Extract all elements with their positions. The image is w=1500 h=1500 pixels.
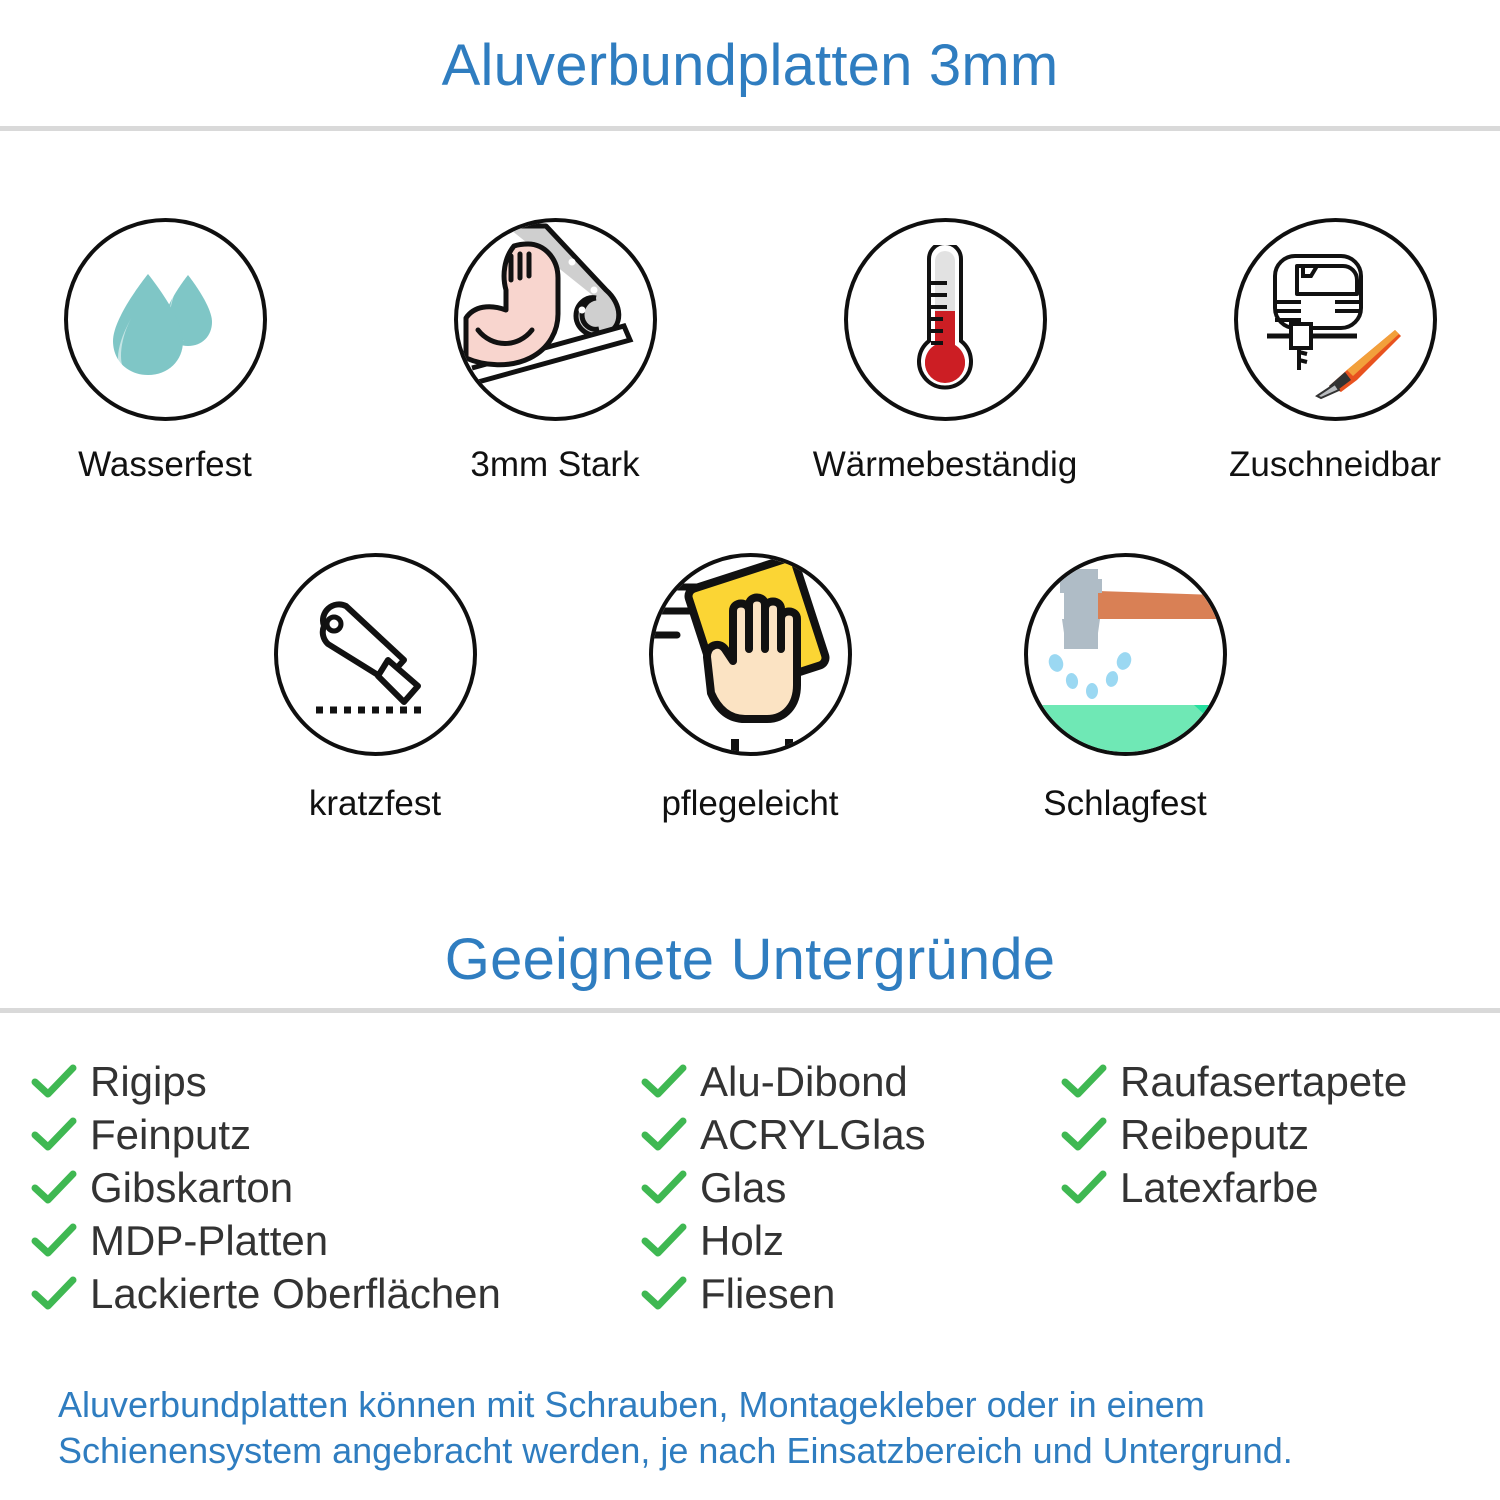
checklist-column-3: Raufasertapete Reibeputz Latexfarbe [1060,1055,1480,1214]
feature-label: Schlagfest [1043,784,1207,823]
page-title: Aluverbundplatten 3mm [441,33,1059,98]
water-drops-icon [90,245,240,395]
list-item: Glas [640,1161,1060,1214]
feature-row-bottom: kratzfest [0,553,1500,824]
list-item: Alu-Dibond [640,1055,1060,1108]
footer-line-1: Aluverbundplatten können mit Schrauben, … [58,1384,1205,1425]
list-item-label: Raufasertapete [1120,1057,1408,1105]
icon-circle [273,553,477,756]
feature-label: pflegeleicht [661,784,839,823]
feature-wasserfest: Wasserfest [63,218,268,485]
feature-label: Wasserfest [78,445,252,484]
surfaces-title: Geeignete Untergründe [444,927,1056,992]
list-item-label: Reibeputz [1120,1110,1310,1158]
list-item-label: Lackierte Oberflächen [90,1269,501,1317]
list-item-label: Feinputz [90,1110,252,1158]
check-icon [1060,1115,1108,1155]
list-item-label: ACRYLGlas [700,1110,926,1158]
list-item: Gibskarton [30,1161,640,1214]
list-item-label: Latexfarbe [1120,1163,1319,1211]
check-icon [30,1115,78,1155]
list-item: Lackierte Oberflächen [30,1267,640,1320]
feature-label: Zuschneidbar [1228,445,1442,484]
check-icon [1060,1168,1108,1208]
check-icon [30,1062,78,1102]
icon-circle [1233,218,1437,421]
list-item: Feinputz [30,1108,640,1161]
checklist-column-2: Alu-Dibond ACRYLGlas Glas Holz [640,1055,1060,1320]
check-icon [1060,1062,1108,1102]
check-icon [640,1168,688,1208]
check-icon [640,1274,688,1314]
feature-label: 3mm Stark [470,445,640,484]
checklist-column-1: Rigips Feinputz Gibskarton MDP-Platten [30,1055,640,1320]
hammer-impact-icon [1027,557,1223,752]
flexed-bicep-icon [458,222,653,417]
icon-circle [453,218,657,421]
feature-3mm-stark: 3mm Stark [453,218,658,485]
feature-waermebestaendig: Wärmebeständig [813,218,1077,485]
list-item-label: Glas [700,1163,787,1211]
feature-pflegeleicht: pflegeleicht [648,553,853,824]
list-item: Raufasertapete [1060,1055,1480,1108]
check-icon [640,1115,688,1155]
footer-line-2: Schienensystem angebracht werden, je nac… [58,1430,1293,1472]
feature-label: Wärmebeständig [812,445,1078,484]
list-item: Rigips [30,1055,640,1108]
list-item: Fliesen [640,1267,1060,1320]
divider-middle [0,1008,1500,1013]
icon-circle [1023,553,1227,756]
list-item-label: MDP-Platten [90,1216,329,1264]
list-item-label: Gibskarton [90,1163,294,1211]
cutter-blade-icon [300,580,450,730]
check-icon [640,1221,688,1261]
list-item-label: Holz [700,1216,785,1264]
list-item-label: Rigips [90,1057,207,1105]
thermometer-icon [885,244,1005,395]
surfaces-checklist: Rigips Feinputz Gibskarton MDP-Platten [30,1055,1480,1320]
icon-circle [843,218,1047,421]
icon-circle [63,218,267,421]
list-item: MDP-Platten [30,1214,640,1267]
list-item: ACRYLGlas [640,1108,1060,1161]
check-icon [30,1274,78,1314]
icon-circle [648,553,852,756]
list-item: Latexfarbe [1060,1161,1480,1214]
list-item: Reibeputz [1060,1108,1480,1161]
hand-wiping-icon [652,557,848,752]
footer-note: Aluverbundplatten können mit Schrauben, … [58,1382,1458,1474]
jigsaw-knife-icon [1255,240,1415,400]
divider-top [0,126,1500,131]
feature-kratzfest: kratzfest [273,553,478,824]
feature-label: kratzfest [308,784,442,823]
feature-schlagfest: Schlagfest [1023,553,1228,824]
list-item-label: Fliesen [700,1269,836,1317]
list-item: Holz [640,1214,1060,1267]
feature-zuschneidbar: Zuschneidbar [1229,218,1441,485]
check-icon [30,1221,78,1261]
check-icon [30,1168,78,1208]
check-icon [640,1062,688,1102]
list-item-label: Alu-Dibond [700,1057,908,1105]
feature-row-top: Wasserfest [0,218,1500,485]
